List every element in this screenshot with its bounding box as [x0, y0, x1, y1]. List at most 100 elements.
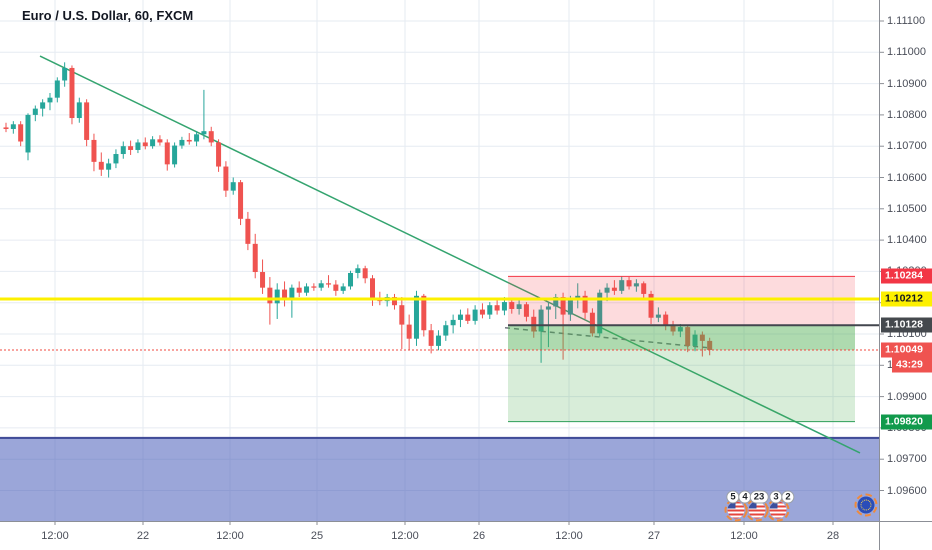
candle-body	[326, 283, 332, 285]
candle-body	[589, 312, 595, 334]
symbol-title[interactable]: Euro / U.S. Dollar, 60, FXCM	[22, 8, 194, 23]
candle-body	[370, 278, 375, 300]
candle-body	[450, 319, 456, 326]
candle-body	[560, 297, 566, 315]
candle-body	[40, 102, 46, 109]
candle-body	[194, 134, 200, 142]
dashed-trendline[interactable]	[504, 326, 713, 349]
candle-body	[677, 327, 683, 332]
candle-body	[267, 287, 273, 304]
candle-body	[523, 304, 529, 317]
price-axis-label: 1.09600	[887, 484, 927, 497]
candle-body	[509, 302, 515, 309]
stop-price-badge: 1.10284	[881, 268, 932, 284]
candle-body	[172, 145, 178, 165]
candle-body	[553, 297, 559, 307]
time-axis-label: 12:00	[41, 530, 69, 542]
candle-body	[348, 272, 354, 287]
candle-body	[707, 340, 713, 350]
time-axis-label: 12:00	[730, 530, 758, 542]
candle-body	[238, 182, 244, 219]
candle-body	[142, 142, 148, 147]
candle-body	[18, 124, 24, 142]
position-stop-zone[interactable]	[508, 276, 855, 326]
candle-body	[655, 314, 661, 318]
candle-body	[179, 139, 185, 146]
candle-body	[230, 182, 236, 191]
us-flag-event-icon[interactable]	[745, 498, 769, 522]
us-flag-event-icon[interactable]	[766, 498, 790, 522]
candle-body	[216, 142, 222, 167]
position-profit-zone[interactable]	[508, 325, 855, 422]
candle-body	[245, 218, 251, 244]
candle-body	[32, 108, 38, 115]
candle-body	[692, 334, 698, 346]
price-axis-label: 1.10500	[887, 202, 927, 215]
candle-body	[120, 146, 126, 155]
descending-trendline[interactable]	[39, 55, 861, 454]
us-canton-icon	[727, 501, 736, 509]
candle-body	[362, 268, 368, 279]
us-flag-event-icon[interactable]	[724, 498, 748, 522]
candle-body	[597, 292, 603, 334]
price-axis-label: 1.09700	[887, 453, 927, 466]
price-axis-label: 1.10900	[887, 77, 927, 90]
candle-body	[435, 335, 441, 346]
candle-body	[501, 302, 507, 311]
candle-body	[355, 268, 361, 273]
time-axis-label: 27	[647, 530, 661, 542]
us-canton-icon	[748, 501, 757, 509]
blue-band-drawing[interactable]	[0, 437, 879, 521]
event-count-badge[interactable]: 2	[781, 490, 795, 504]
candle-body	[223, 166, 229, 191]
bar-countdown-badge: 43:29	[892, 357, 932, 373]
candle-body	[69, 67, 75, 119]
candle-body	[289, 287, 295, 299]
price-axis-label: 1.10400	[887, 234, 927, 247]
candle-body	[201, 131, 207, 135]
candle-body	[135, 142, 141, 150]
candle-body	[421, 295, 427, 331]
candle-body	[626, 280, 632, 287]
price-axis-label: 1.10800	[887, 108, 927, 121]
eu-flag-event-icon[interactable]	[854, 493, 878, 517]
candle-body	[406, 324, 412, 339]
candle-body	[274, 289, 280, 304]
candle-body	[663, 314, 669, 326]
candle-body	[157, 139, 163, 143]
candle-body	[648, 293, 654, 318]
price-axis-label: 1.10700	[887, 140, 927, 153]
candle-body	[443, 325, 449, 336]
candle-body	[699, 334, 705, 341]
candle-body	[54, 80, 60, 98]
entry-price-badge: 1.10128	[881, 317, 932, 333]
candle-body	[633, 283, 639, 287]
time-axis-label: 22	[136, 530, 150, 542]
target-price-badge: 1.09820	[881, 414, 932, 430]
candle-body	[98, 161, 104, 170]
candle-body	[113, 154, 119, 164]
candle-body	[106, 163, 112, 170]
time-axis-label: 12:00	[391, 530, 419, 542]
candle-body	[465, 314, 471, 321]
candle-body	[545, 306, 551, 310]
candle-body	[670, 325, 676, 332]
time-axis-label: 12:00	[216, 530, 244, 542]
candle-body	[399, 305, 405, 325]
candle-body	[164, 142, 170, 165]
candle-body	[304, 286, 310, 293]
price-axis-label: 1.11000	[887, 46, 926, 59]
candle-body	[150, 139, 156, 147]
position-open-profit-zone	[508, 325, 855, 350]
candle-body	[128, 146, 134, 150]
candle-body	[472, 309, 478, 321]
candle-body	[531, 316, 537, 332]
event-count-badge[interactable]: 23	[749, 490, 769, 504]
candle-body	[296, 287, 302, 293]
candle-body	[10, 124, 16, 129]
candle-body	[685, 327, 691, 346]
candle-body	[479, 309, 485, 315]
candle-body	[413, 295, 419, 339]
